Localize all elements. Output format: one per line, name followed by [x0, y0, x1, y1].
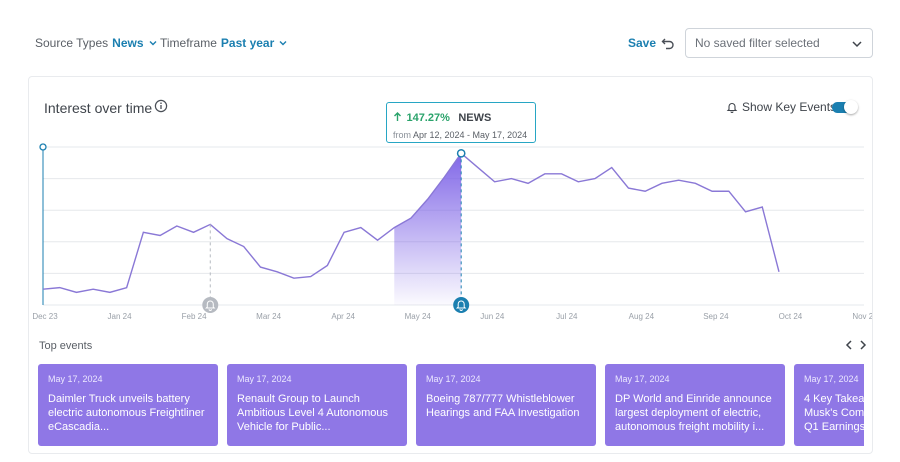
chevron-right-icon[interactable] [858, 339, 868, 351]
chevron-left-icon[interactable] [844, 339, 854, 351]
event-headline: 4 Key Takeaways From Elon Musk's Comment… [804, 393, 864, 433]
x-tick-label: Jun 24 [480, 312, 505, 321]
tooltip-from-label: from [393, 130, 411, 140]
card-title: Interest over time [44, 100, 153, 116]
x-tick-label: Nov 24 [852, 312, 873, 321]
event-card[interactable]: May 17, 2024 Daimler Truck unveils batte… [38, 364, 218, 446]
x-tick-label: Jul 24 [556, 312, 578, 321]
series-line [42, 152, 780, 294]
timeframe-filter[interactable]: Timeframe Past year [160, 36, 288, 50]
x-tick-label: Oct 24 [779, 312, 803, 321]
bell-marker-icon [453, 297, 470, 313]
x-tick-label: Dec 23 [32, 312, 58, 321]
event-headline: Renault Group to Launch Ambitious Level … [237, 393, 389, 433]
event-card[interactable]: May 17, 2024 Boeing 787/777 Whistleblowe… [416, 364, 596, 446]
event-date: May 17, 2024 [804, 374, 859, 384]
x-tick-label: Aug 24 [629, 312, 655, 321]
event-headline: Boeing 787/777 Whistleblower Hearings an… [426, 393, 580, 419]
show-key-events: Show Key Events [726, 100, 836, 114]
event-date: May 17, 2024 [615, 374, 670, 384]
source-types-value: News [112, 36, 144, 50]
chart-tooltip: 147.27% NEWS from Apr 12, 2024 - May 17,… [386, 102, 536, 143]
arrow-up-icon [394, 112, 401, 121]
event-date: May 17, 2024 [426, 374, 481, 384]
x-tick-label: Sep 24 [703, 312, 729, 321]
info-icon[interactable] [154, 99, 168, 113]
x-tick-label: Mar 24 [256, 312, 281, 321]
x-tick-label: May 24 [405, 312, 432, 321]
x-tick-label: Apr 24 [331, 312, 355, 321]
top-events-list: May 17, 2024 Daimler Truck unveils batte… [38, 364, 864, 446]
chevron-down-icon [279, 41, 287, 46]
interest-chart: Dec 23 Jan 24 Feb 24 Mar 24 Apr 24 May 24 Jun … [32, 143, 873, 321]
tooltip-range: Apr 12, 2024 - May 17, 2024 [413, 130, 528, 140]
event-card[interactable]: May 17, 2024 4 Key Takeaways From Elon M… [794, 364, 864, 446]
tooltip-change: 147.27% [406, 112, 450, 124]
chevron-down-icon [149, 41, 157, 46]
event-card[interactable]: May 17, 2024 DP World and Einride announ… [605, 364, 785, 446]
timeframe-label: Timeframe [160, 36, 217, 50]
undo-icon[interactable] [660, 35, 676, 51]
show-key-events-label: Show Key Events [742, 100, 837, 114]
interest-over-time-card: Interest over time Show Key Events Dec 2… [28, 76, 873, 454]
x-tick-label: Jan 24 [108, 312, 133, 321]
key-events-toggle[interactable] [832, 100, 858, 114]
peak-point [456, 148, 466, 158]
bell-marker-icon [202, 297, 219, 313]
saved-filter-value: No saved filter selected [695, 36, 820, 50]
timeframe-value: Past year [220, 36, 275, 50]
y-axis-handle [39, 143, 47, 151]
save-button[interactable]: Save [628, 36, 657, 50]
top-events-title: Top events [39, 340, 93, 352]
event-headline: Daimler Truck unveils battery electric a… [48, 393, 205, 433]
tooltip-source: NEWS [458, 112, 492, 124]
source-types-label: Source Types [35, 36, 109, 50]
event-headline: DP World and Einride announce largest de… [615, 393, 772, 433]
event-date: May 17, 2024 [48, 374, 103, 384]
saved-filter-select[interactable]: No saved filter selected [685, 28, 873, 58]
bell-icon [726, 103, 738, 113]
highlight-area [394, 153, 462, 305]
source-types-filter[interactable]: Source Types News [35, 36, 158, 50]
event-date: May 17, 2024 [237, 374, 292, 384]
chevron-down-icon [852, 41, 862, 48]
event-card[interactable]: May 17, 2024 Renault Group to Launch Amb… [227, 364, 407, 446]
x-tick-label: Feb 24 [182, 312, 207, 321]
